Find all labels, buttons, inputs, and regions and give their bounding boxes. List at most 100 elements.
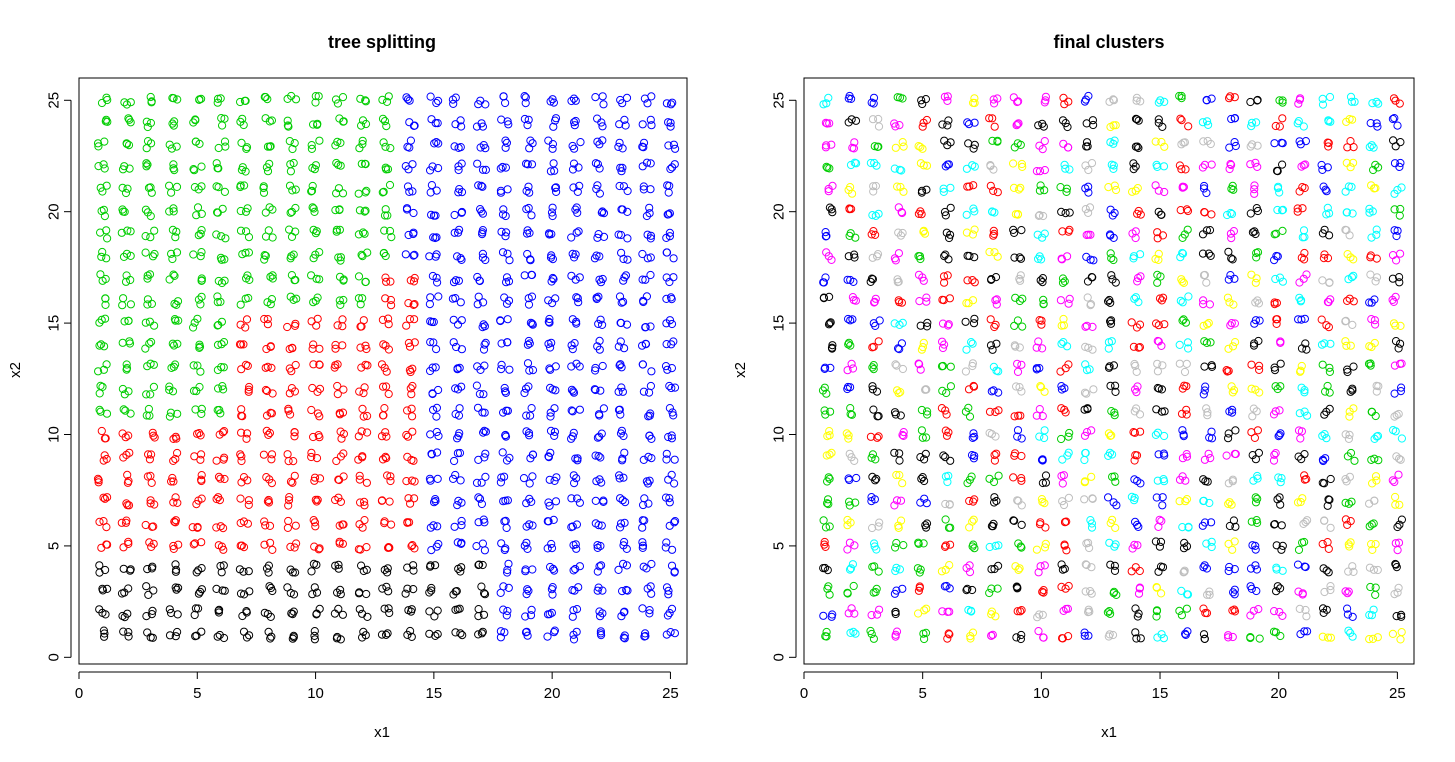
- data-point: [408, 381, 417, 391]
- data-point: [125, 164, 134, 173]
- data-point: [1204, 120, 1213, 130]
- data-point: [1058, 455, 1067, 464]
- data-point: [1060, 540, 1069, 549]
- data-point: [1341, 337, 1350, 346]
- data-point: [990, 450, 999, 460]
- data-point: [942, 410, 951, 419]
- data-point: [520, 271, 529, 280]
- data-point: [869, 405, 878, 414]
- data-point: [356, 498, 365, 507]
- data-point: [597, 561, 606, 570]
- data-point: [1247, 428, 1256, 437]
- data-point: [874, 522, 883, 531]
- data-point: [991, 320, 1000, 329]
- data-point: [169, 498, 178, 507]
- data-point: [920, 229, 930, 238]
- data-point: [450, 456, 459, 466]
- data-point: [169, 121, 178, 130]
- data-point: [1152, 612, 1161, 621]
- data-point: [192, 211, 201, 220]
- data-point: [1396, 249, 1405, 258]
- data-point: [165, 181, 174, 190]
- data-point: [917, 188, 927, 197]
- data-point: [1154, 567, 1163, 576]
- data-point: [401, 250, 410, 259]
- data-point: [480, 546, 489, 555]
- data-point: [1155, 542, 1165, 551]
- data-point: [286, 292, 295, 301]
- data-point: [1248, 412, 1257, 421]
- data-point: [1154, 207, 1163, 216]
- data-point: [312, 454, 322, 463]
- data-point: [1247, 360, 1256, 369]
- x-tick-label: 20: [1270, 685, 1287, 702]
- data-point: [1017, 387, 1026, 396]
- data-point: [642, 292, 652, 301]
- data-point: [1014, 119, 1023, 128]
- data-point: [1015, 564, 1024, 573]
- data-point: [93, 139, 103, 148]
- data-point: [261, 208, 270, 217]
- data-point: [569, 387, 578, 396]
- data-point: [242, 144, 251, 153]
- data-point: [1390, 114, 1399, 123]
- data-point: [1350, 456, 1359, 465]
- data-point: [1347, 182, 1356, 191]
- data-point: [919, 629, 928, 638]
- data-point: [1009, 183, 1019, 192]
- data-point: [645, 606, 654, 615]
- data-point: [100, 632, 109, 641]
- data-point: [143, 565, 152, 574]
- data-point: [968, 161, 977, 170]
- data-point: [381, 205, 390, 214]
- data-point: [621, 121, 630, 130]
- data-point: [895, 345, 904, 354]
- data-point: [1153, 278, 1162, 287]
- data-point: [548, 583, 557, 592]
- data-point: [314, 545, 323, 554]
- data-point: [1367, 407, 1376, 416]
- data-point: [1184, 292, 1193, 301]
- data-point: [1176, 114, 1185, 123]
- data-point: [1205, 590, 1214, 600]
- data-point: [524, 300, 534, 309]
- data-point: [290, 432, 299, 441]
- data-point: [407, 632, 416, 642]
- data-point: [868, 562, 877, 571]
- data-point: [1349, 255, 1358, 264]
- data-point: [945, 500, 954, 509]
- data-point: [1058, 227, 1067, 236]
- data-point: [1374, 99, 1383, 108]
- data-point: [526, 318, 536, 327]
- data-point: [1157, 137, 1166, 147]
- data-point: [173, 297, 183, 306]
- data-point: [1159, 162, 1169, 171]
- data-point: [1089, 385, 1098, 394]
- data-point: [619, 473, 628, 482]
- data-point: [820, 537, 829, 547]
- data-point: [1255, 365, 1264, 374]
- data-point: [851, 116, 861, 125]
- data-point: [1110, 411, 1119, 420]
- data-point: [1321, 185, 1330, 194]
- data-point: [284, 496, 294, 505]
- data-point: [1034, 627, 1043, 636]
- data-point: [1367, 520, 1376, 529]
- data-point: [1037, 455, 1047, 465]
- data-point: [988, 207, 997, 216]
- data-point: [354, 294, 363, 303]
- data-point: [336, 590, 345, 599]
- data-point: [148, 606, 157, 616]
- data-point: [196, 587, 205, 596]
- data-point: [212, 456, 221, 465]
- data-point: [361, 188, 370, 197]
- data-point: [479, 428, 488, 437]
- data-point: [119, 405, 128, 414]
- data-point: [1177, 611, 1187, 620]
- data-point: [1250, 319, 1259, 328]
- data-point: [1175, 91, 1184, 101]
- data-point: [1082, 230, 1091, 240]
- data-point: [291, 185, 300, 194]
- x-axis-label: x1: [374, 724, 390, 741]
- data-point: [336, 585, 345, 595]
